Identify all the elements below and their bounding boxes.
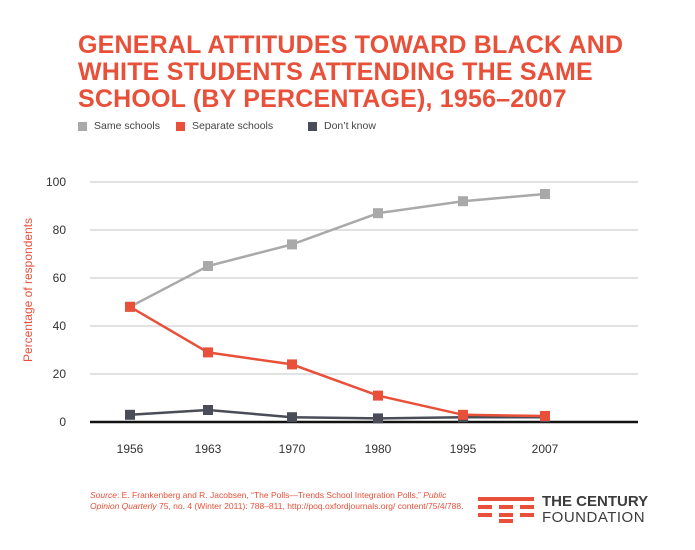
x-tick-label-1956: 1956 — [117, 442, 144, 456]
marker-don-t-know-1980 — [373, 413, 383, 424]
source-text-3: content/75/4/788. — [397, 501, 464, 511]
marker-separate-schools-1956 — [125, 301, 135, 312]
line-don-t-know — [129, 408, 545, 420]
legend-label-separate-schools: Separate schools — [192, 120, 274, 132]
marker-same-schools-1970 — [287, 239, 297, 250]
y-tick-label-20: 20 — [53, 367, 67, 381]
x-tick-label-1970: 1970 — [279, 442, 306, 456]
marker-separate-schools-1970 — [287, 359, 297, 370]
legend-item-dont-know: Don’t know — [308, 120, 376, 132]
marker-same-schools-1963 — [203, 261, 213, 271]
legend-item-same-schools: Same schools — [78, 120, 160, 132]
title-line-3: SCHOOL (BY PERCENTAGE), 1956–2007 — [78, 85, 567, 113]
y-tick-label-80: 80 — [53, 223, 67, 237]
marker-same-schools-1980 — [373, 208, 383, 219]
marker-don-t-know-1956 — [125, 409, 135, 420]
x-tick-label-1995: 1995 — [450, 442, 477, 456]
logo-line-2: FOUNDATION — [542, 509, 646, 526]
logo-line-1: THE CENTURY — [542, 493, 649, 510]
source-text-1: : E. Frankenberg and R. Jacobsen, “The P… — [116, 490, 421, 500]
legend-item-separate-schools: Separate schools — [176, 120, 273, 132]
marker-separate-schools-2007 — [540, 411, 550, 421]
y-tick-label-100: 100 — [46, 175, 66, 189]
line-same-schools — [129, 192, 546, 308]
source-text-2: 75, no. 4 (Winter 2011): 788–811, http:/… — [156, 501, 396, 511]
y-tick-labels: 0 20 40 60 80 100 — [46, 175, 66, 429]
x-tick-label-2007: 2007 — [532, 442, 559, 456]
legend-swatch-same-schools — [78, 121, 87, 131]
y-tick-label-60: 60 — [53, 271, 67, 285]
legend-label-same-schools: Same schools — [94, 120, 160, 132]
x-tick-label-1980: 1980 — [365, 442, 392, 456]
logo-text: THE CENTURY FOUNDATION — [542, 494, 648, 526]
source-journal: Public Opinion Quarterly — [90, 490, 447, 511]
legend-swatch-dont-know — [308, 121, 317, 131]
series-markers — [125, 189, 550, 424]
marker-same-schools-2007 — [540, 189, 550, 199]
marker-separate-schools-1980 — [373, 390, 383, 401]
chart-title: GENERAL ATTITUDES TOWARD BLACK AND WHITE… — [78, 32, 658, 113]
source-label: Source — [90, 490, 117, 500]
marker-don-t-know-1970 — [287, 412, 297, 423]
marker-same-schools-1995 — [458, 196, 468, 207]
century-foundation-logo: THE CENTURY FOUNDATION — [478, 494, 678, 528]
marker-don-t-know-1963 — [203, 405, 213, 415]
source-note: Source: E. Frankenberg and R. Jacobsen, … — [90, 490, 470, 512]
series-lines — [129, 192, 546, 420]
legend-label-dont-know: Don’t know — [324, 120, 376, 132]
title-line-1: GENERAL ATTITUDES TOWARD BLACK AND — [78, 31, 624, 59]
marker-separate-schools-1995 — [458, 409, 468, 420]
century-foundation-mark-icon — [478, 497, 534, 523]
x-tick-labels: 1956 1963 1970 1980 1995 2007 — [117, 442, 559, 456]
title-line-2: WHITE STUDENTS ATTENDING THE SAME — [78, 58, 593, 86]
marker-separate-schools-1963 — [203, 347, 213, 358]
y-tick-label-40: 40 — [53, 319, 67, 333]
x-tick-label-1963: 1963 — [195, 442, 222, 456]
y-tick-label-0: 0 — [59, 415, 66, 429]
legend-swatch-separate-schools — [176, 121, 185, 131]
line-separate-schools — [129, 305, 546, 418]
